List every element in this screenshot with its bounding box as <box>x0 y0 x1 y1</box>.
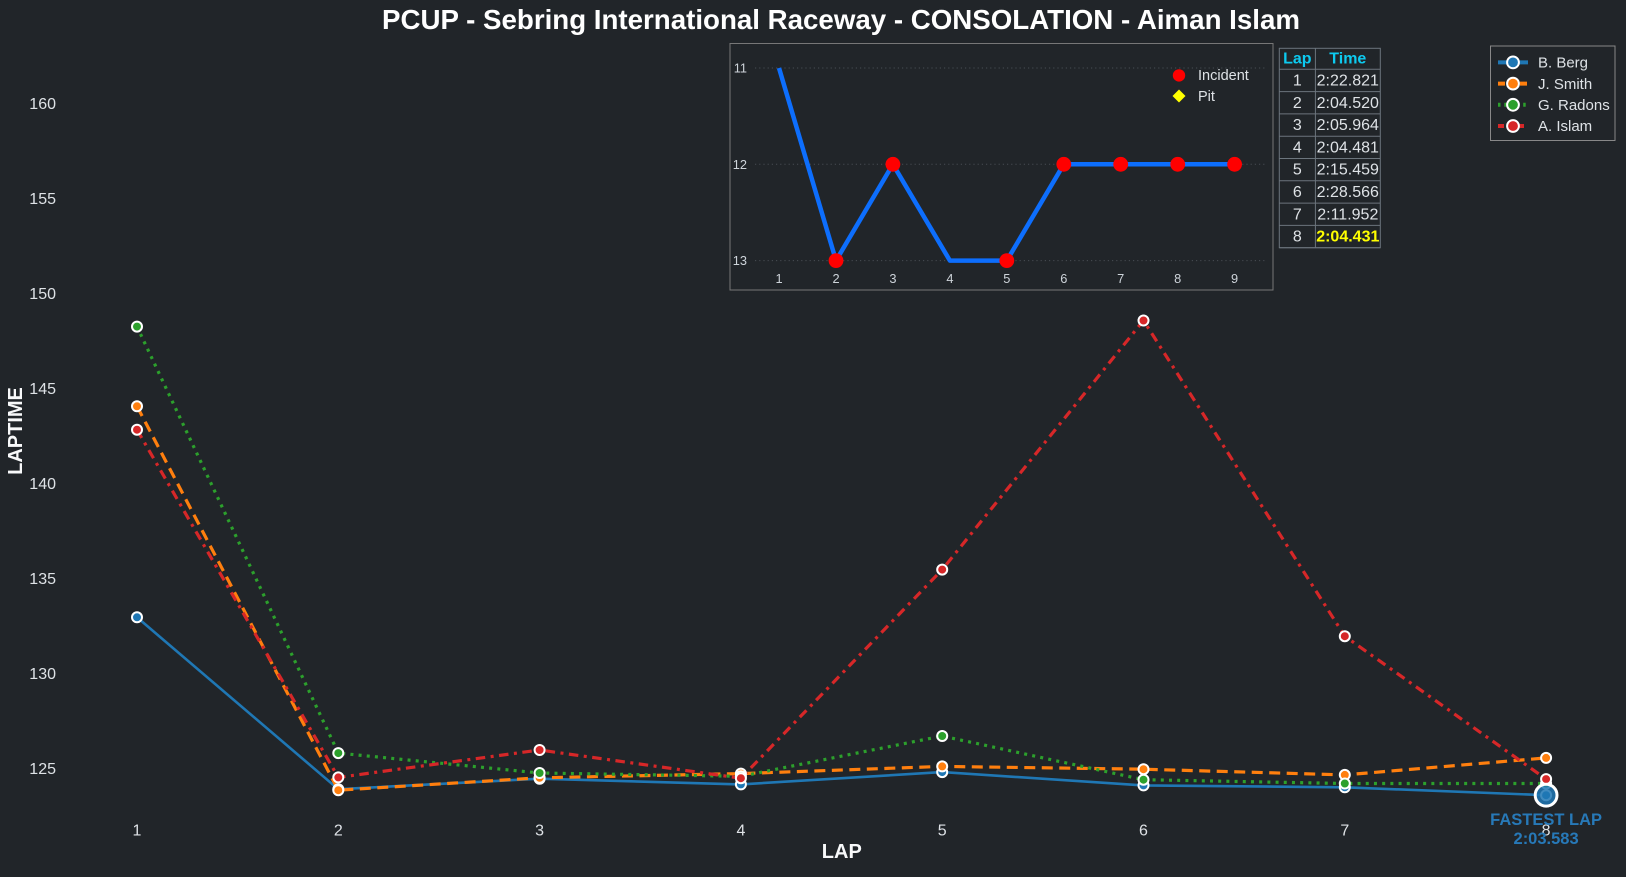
svg-text:B. Berg: B. Berg <box>1538 55 1588 72</box>
svg-text:7: 7 <box>1293 206 1302 223</box>
svg-text:2: 2 <box>334 823 343 840</box>
svg-text:3: 3 <box>1293 117 1302 134</box>
svg-text:PCUP - Sebring International R: PCUP - Sebring International Raceway - C… <box>382 4 1300 35</box>
svg-text:8: 8 <box>1542 823 1551 840</box>
svg-text:3: 3 <box>535 823 544 840</box>
svg-text:J. Smith: J. Smith <box>1538 76 1592 93</box>
svg-text:2:22.821: 2:22.821 <box>1317 73 1379 90</box>
svg-text:150: 150 <box>29 286 56 303</box>
svg-text:LAPTIME: LAPTIME <box>5 387 27 475</box>
svg-text:8: 8 <box>1293 229 1302 246</box>
svg-text:6: 6 <box>1293 184 1302 201</box>
svg-text:4: 4 <box>1293 139 1302 156</box>
svg-text:12: 12 <box>733 157 747 172</box>
svg-text:5: 5 <box>1003 271 1010 286</box>
svg-text:2:04.431: 2:04.431 <box>1316 229 1379 246</box>
svg-text:2:15.459: 2:15.459 <box>1317 162 1379 179</box>
svg-text:Pit: Pit <box>1198 89 1215 105</box>
svg-text:Time: Time <box>1329 50 1366 67</box>
svg-text:2: 2 <box>832 271 839 286</box>
svg-text:2: 2 <box>1293 95 1302 112</box>
svg-text:2:11.952: 2:11.952 <box>1317 206 1378 223</box>
svg-text:145: 145 <box>29 381 56 398</box>
svg-text:6: 6 <box>1060 271 1067 286</box>
svg-text:125: 125 <box>29 761 56 778</box>
svg-text:13: 13 <box>733 253 747 268</box>
svg-text:1: 1 <box>775 271 782 286</box>
svg-text:140: 140 <box>29 476 56 493</box>
svg-text:4: 4 <box>736 823 745 840</box>
svg-text:155: 155 <box>29 191 56 208</box>
svg-text:2:04.520: 2:04.520 <box>1317 95 1379 112</box>
svg-text:FASTEST LAP: FASTEST LAP <box>1490 811 1602 829</box>
svg-text:A. Islam: A. Islam <box>1538 118 1592 135</box>
svg-text:2:04.481: 2:04.481 <box>1317 139 1379 156</box>
svg-text:11: 11 <box>734 61 747 76</box>
svg-text:Incident: Incident <box>1198 68 1249 84</box>
svg-text:135: 135 <box>29 571 56 588</box>
svg-text:G. Radons: G. Radons <box>1538 97 1610 114</box>
svg-text:1: 1 <box>133 823 142 840</box>
svg-text:3: 3 <box>889 271 896 286</box>
svg-text:9: 9 <box>1231 271 1238 286</box>
svg-text:Lap: Lap <box>1283 50 1312 67</box>
svg-text:7: 7 <box>1117 271 1124 286</box>
svg-text:1: 1 <box>1293 73 1302 90</box>
svg-text:2:28.566: 2:28.566 <box>1317 184 1379 201</box>
svg-text:4: 4 <box>946 271 953 286</box>
svg-text:8: 8 <box>1174 271 1181 286</box>
svg-text:5: 5 <box>1293 162 1302 179</box>
svg-text:7: 7 <box>1340 823 1349 840</box>
svg-text:6: 6 <box>1139 823 1148 840</box>
svg-text:2:03.583: 2:03.583 <box>1514 830 1579 848</box>
svg-text:130: 130 <box>29 666 56 683</box>
svg-text:160: 160 <box>29 96 56 113</box>
svg-text:5: 5 <box>938 823 947 840</box>
svg-text:2:05.964: 2:05.964 <box>1317 117 1379 134</box>
svg-text:LAP: LAP <box>822 841 862 863</box>
